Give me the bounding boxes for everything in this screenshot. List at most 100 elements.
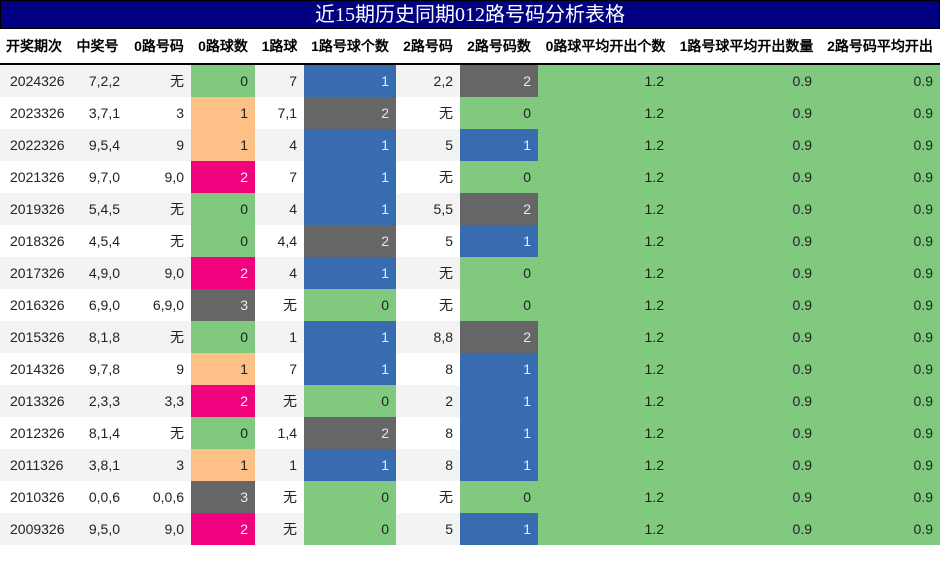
route2-count-cell: 0 <box>460 481 538 513</box>
winning-number-cell: 8,1,4 <box>68 417 127 449</box>
route2-count-cell: 0 <box>460 289 538 321</box>
winning-number-cell: 4,9,0 <box>68 257 127 289</box>
route1-count-cell: 1 <box>304 321 396 353</box>
route1-numbers-cell: 无 <box>255 513 304 545</box>
route1-count-cell: 0 <box>304 289 396 321</box>
route0-avg-cell: 1.2 <box>538 193 673 225</box>
header-number: 中奖号 <box>68 29 127 65</box>
route0-avg-cell: 1.2 <box>538 385 673 417</box>
route0-count-cell: 0 <box>191 417 255 449</box>
route2-avg-cell: 0.9 <box>820 161 940 193</box>
table-row: 2017326 4,9,0 9,0 2 4 1 无 0 1.2 0.9 0.9 <box>0 257 940 289</box>
route0-numbers-cell: 9,0 <box>127 513 191 545</box>
table-row: 2010326 0,0,6 0,0,6 3 无 0 无 0 1.2 0.9 0.9 <box>0 481 940 513</box>
route2-avg-cell: 0.9 <box>820 257 940 289</box>
route2-avg-cell: 0.9 <box>820 289 940 321</box>
period-cell: 2023326 <box>0 97 68 129</box>
route2-numbers-cell: 8 <box>396 353 460 385</box>
route1-avg-cell: 0.9 <box>673 64 820 97</box>
route0-count-cell: 2 <box>191 257 255 289</box>
period-cell: 2012326 <box>0 417 68 449</box>
route1-count-cell: 0 <box>304 481 396 513</box>
winning-number-cell: 7,2,2 <box>68 64 127 97</box>
period-cell: 2021326 <box>0 161 68 193</box>
route2-numbers-cell: 无 <box>396 161 460 193</box>
route0-count-cell: 0 <box>191 321 255 353</box>
winning-number-cell: 3,8,1 <box>68 449 127 481</box>
route0-avg-cell: 1.2 <box>538 353 673 385</box>
route2-count-cell: 0 <box>460 161 538 193</box>
route0-avg-cell: 1.2 <box>538 481 673 513</box>
route2-numbers-cell: 5 <box>396 129 460 161</box>
table-row: 2022326 9,5,4 9 1 4 1 5 1 1.2 0.9 0.9 <box>0 129 940 161</box>
route2-numbers-cell: 8 <box>396 449 460 481</box>
route0-avg-cell: 1.2 <box>538 225 673 257</box>
winning-number-cell: 9,7,8 <box>68 353 127 385</box>
route2-avg-cell: 0.9 <box>820 481 940 513</box>
winning-number-cell: 8,1,8 <box>68 321 127 353</box>
period-cell: 2024326 <box>0 64 68 97</box>
route2-numbers-cell: 2,2 <box>396 64 460 97</box>
route2-count-cell: 1 <box>460 513 538 545</box>
route0-count-cell: 1 <box>191 97 255 129</box>
route1-numbers-cell: 7 <box>255 64 304 97</box>
winning-number-cell: 3,7,1 <box>68 97 127 129</box>
table-row: 2023326 3,7,1 3 1 7,1 2 无 0 1.2 0.9 0.9 <box>0 97 940 129</box>
winning-number-cell: 9,5,0 <box>68 513 127 545</box>
winning-number-cell: 2,3,3 <box>68 385 127 417</box>
route2-count-cell: 0 <box>460 257 538 289</box>
route2-numbers-cell: 8 <box>396 417 460 449</box>
winning-number-cell: 5,4,5 <box>68 193 127 225</box>
route2-count-cell: 1 <box>460 129 538 161</box>
route1-numbers-cell: 7 <box>255 353 304 385</box>
route1-count-cell: 1 <box>304 64 396 97</box>
route0-avg-cell: 1.2 <box>538 129 673 161</box>
route2-avg-cell: 0.9 <box>820 129 940 161</box>
route2-count-cell: 2 <box>460 193 538 225</box>
route1-numbers-cell: 7 <box>255 161 304 193</box>
route1-numbers-cell: 1 <box>255 449 304 481</box>
route0-count-cell: 0 <box>191 193 255 225</box>
route1-numbers-cell: 无 <box>255 289 304 321</box>
route2-count-cell: 1 <box>460 353 538 385</box>
route1-numbers-cell: 4 <box>255 129 304 161</box>
period-cell: 2013326 <box>0 385 68 417</box>
route0-numbers-cell: 9,0 <box>127 257 191 289</box>
route1-numbers-cell: 1,4 <box>255 417 304 449</box>
header-route0-count: 0路球数 <box>191 29 255 65</box>
period-cell: 2014326 <box>0 353 68 385</box>
route2-avg-cell: 0.9 <box>820 513 940 545</box>
route2-avg-cell: 0.9 <box>820 225 940 257</box>
route2-count-cell: 0 <box>460 97 538 129</box>
route2-avg-cell: 0.9 <box>820 321 940 353</box>
table-row: 2015326 8,1,8 无 0 1 1 8,8 2 1.2 0.9 0.9 <box>0 321 940 353</box>
route1-numbers-cell: 1 <box>255 321 304 353</box>
header-route2-avg: 2路号码平均开出 <box>820 29 940 65</box>
route0-numbers-cell: 9 <box>127 353 191 385</box>
route1-numbers-cell: 无 <box>255 385 304 417</box>
period-cell: 2009326 <box>0 513 68 545</box>
route1-count-cell: 0 <box>304 513 396 545</box>
route2-count-cell: 1 <box>460 225 538 257</box>
route0-numbers-cell: 无 <box>127 321 191 353</box>
route2-count-cell: 1 <box>460 385 538 417</box>
route0-avg-cell: 1.2 <box>538 257 673 289</box>
route1-avg-cell: 0.9 <box>673 385 820 417</box>
route2-numbers-cell: 无 <box>396 97 460 129</box>
header-route1-numbers: 1路球 <box>255 29 304 65</box>
route0-avg-cell: 1.2 <box>538 417 673 449</box>
route0-avg-cell: 1.2 <box>538 449 673 481</box>
route1-count-cell: 1 <box>304 129 396 161</box>
route1-avg-cell: 0.9 <box>673 193 820 225</box>
route0-avg-cell: 1.2 <box>538 97 673 129</box>
route1-numbers-cell: 4,4 <box>255 225 304 257</box>
route0-numbers-cell: 6,9,0 <box>127 289 191 321</box>
route1-avg-cell: 0.9 <box>673 353 820 385</box>
route2-avg-cell: 0.9 <box>820 353 940 385</box>
route0-count-cell: 2 <box>191 385 255 417</box>
header-period: 开奖期次 <box>0 29 68 65</box>
route1-numbers-cell: 4 <box>255 193 304 225</box>
route1-count-cell: 2 <box>304 97 396 129</box>
table-row: 2016326 6,9,0 6,9,0 3 无 0 无 0 1.2 0.9 0.9 <box>0 289 940 321</box>
route1-count-cell: 2 <box>304 417 396 449</box>
